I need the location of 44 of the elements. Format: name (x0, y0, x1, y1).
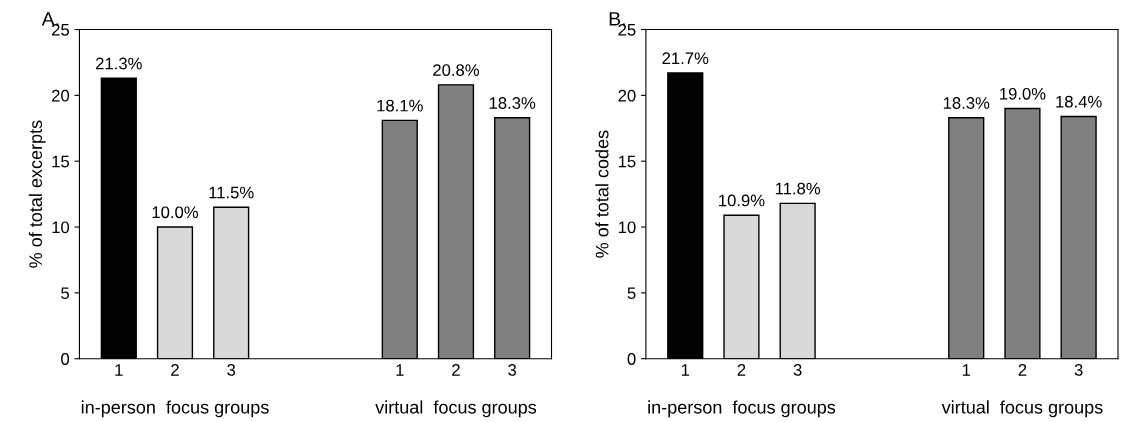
y-tick-label: 10 (52, 221, 70, 234)
chart-title: A. (41, 12, 59, 26)
x-tick-label: 3 (1074, 364, 1083, 376)
y-tick-label: 5 (627, 287, 636, 300)
x-tick-label: 1 (396, 364, 404, 376)
data-label: 19.0% (1000, 87, 1046, 100)
y-axis-title: % of total codes (595, 130, 609, 258)
text: in-person focus groups (648, 400, 836, 418)
x-tick-label: 1 (681, 364, 690, 376)
y-tick-label: 5 (61, 287, 70, 300)
data-label: 10.0% (152, 206, 199, 219)
y-tick-label: 15 (618, 155, 636, 168)
x-tick-label: 2 (171, 364, 179, 376)
x-tick-label: 3 (508, 364, 517, 376)
x-tick-label: 2 (1018, 364, 1027, 376)
data-label: 18.3% (489, 97, 536, 109)
x-tick-label: 3 (227, 364, 236, 376)
text: virtual focus groups (941, 400, 1103, 418)
y-tick-label: 0 (61, 353, 70, 365)
x-tick-label: 1 (115, 364, 123, 376)
data-label: 20.8% (433, 64, 480, 76)
x-tick-label: 1 (962, 364, 971, 376)
y-tick-label: 0 (627, 353, 636, 365)
x-tick-label: 2 (737, 364, 746, 376)
y-tick-label: 20 (618, 89, 636, 102)
x-tick-label: 2 (452, 364, 460, 376)
data-label: 11.5% (209, 186, 254, 199)
data-label: 18.3% (943, 97, 990, 109)
text: virtual focus groups (375, 400, 537, 418)
y-tick-label: 10 (618, 221, 636, 234)
data-label: 18.4% (1056, 95, 1102, 108)
data-label: 10.9% (719, 194, 765, 207)
data-label: 11.8% (775, 182, 821, 195)
y-axis-title: % of total excerpts (28, 120, 46, 268)
y-tick-label: 15 (52, 155, 70, 168)
chart-title: B. (609, 12, 625, 26)
y-tick-label: 25 (52, 23, 70, 36)
text: in-person focus groups (81, 400, 269, 418)
data-label: 21.7% (662, 52, 709, 65)
data-label: 18.1% (377, 99, 423, 112)
x-tick-label: 3 (793, 364, 802, 376)
data-label: 21.3% (96, 57, 142, 70)
y-tick-label: 25 (618, 23, 636, 36)
y-tick-label: 20 (52, 89, 70, 102)
